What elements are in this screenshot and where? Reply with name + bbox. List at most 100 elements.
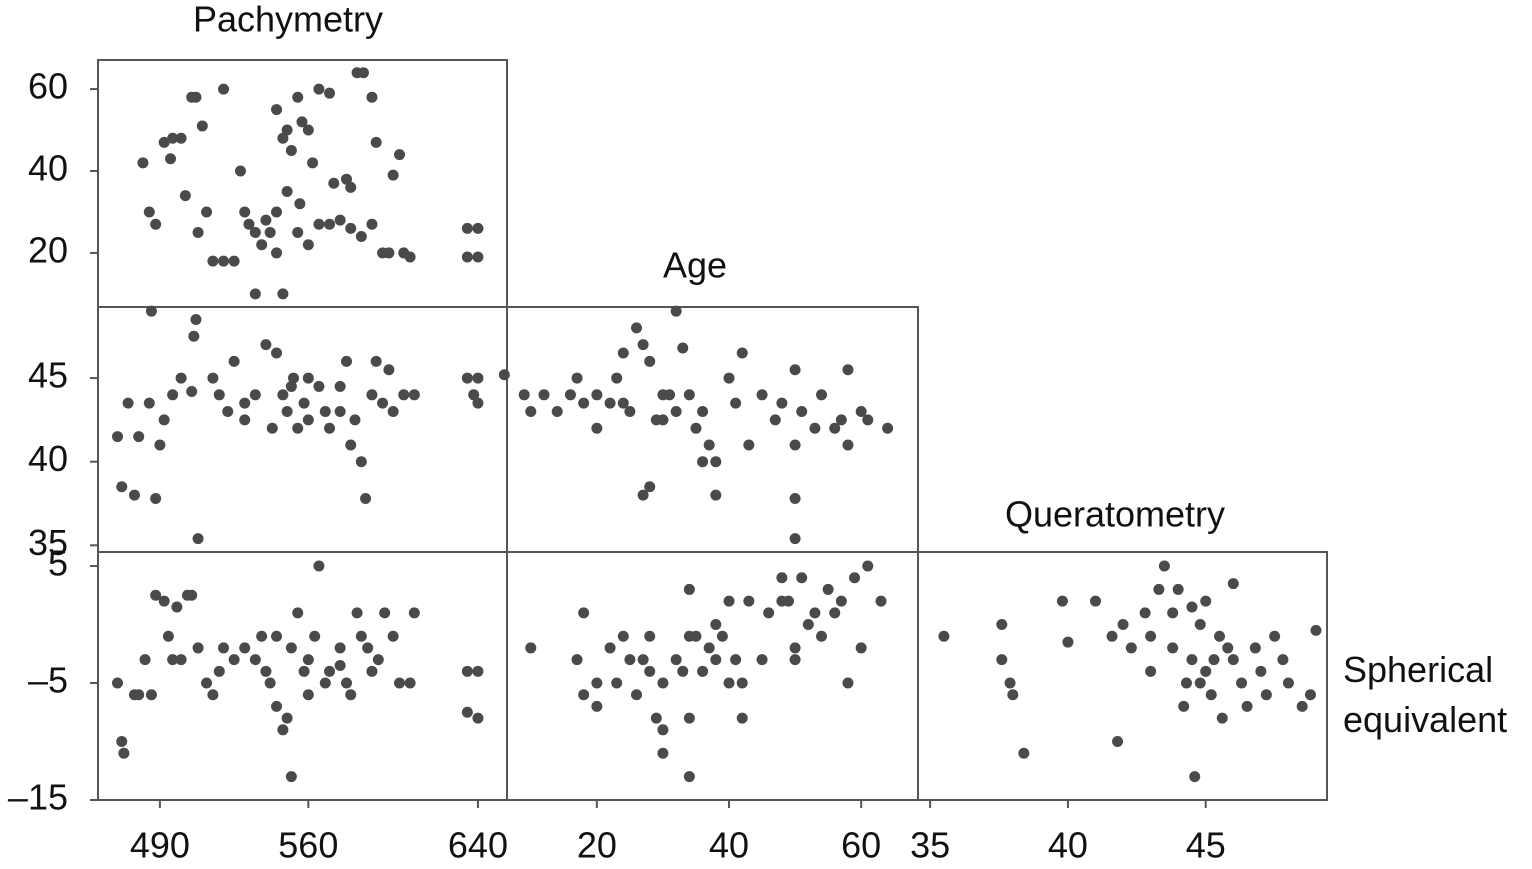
scatter-point <box>736 347 748 359</box>
scatter-point <box>1125 642 1137 654</box>
scatter-point <box>637 654 649 666</box>
scatter-point <box>1172 583 1184 595</box>
x-tick-label: 40 <box>709 825 749 866</box>
scatter-point <box>789 642 801 654</box>
scatter-point <box>319 677 331 689</box>
scatter-point <box>408 607 420 619</box>
scatter-point <box>816 389 828 401</box>
scatter-point <box>1145 630 1157 642</box>
scatter-point <box>1269 630 1281 642</box>
scatter-point <box>855 406 867 418</box>
y-tick-label: 40 <box>28 438 68 479</box>
scatter-point <box>644 481 656 493</box>
scatter-point <box>716 630 728 642</box>
scatter-point <box>571 372 583 384</box>
scatter-point <box>264 226 276 238</box>
scatter-point <box>862 560 874 572</box>
scatter-point <box>351 607 363 619</box>
scatter-point <box>736 677 748 689</box>
scatter-point <box>218 255 230 267</box>
scatter-point <box>324 87 336 99</box>
scatter-point <box>196 120 208 132</box>
scatter-point <box>404 251 416 263</box>
scatter-point <box>139 654 151 666</box>
scatter-point <box>324 665 336 677</box>
scatter-point <box>222 406 234 418</box>
scatter-point <box>789 533 801 545</box>
scatter-point <box>1208 654 1220 666</box>
scatter-point <box>743 439 755 451</box>
scatter-point <box>313 83 325 95</box>
scatter-point <box>498 369 510 381</box>
scatter-point <box>1296 700 1308 712</box>
scatter-point <box>271 347 283 359</box>
scatter-point <box>1106 630 1118 642</box>
scatter-point <box>292 226 304 238</box>
scatter-point <box>723 677 735 689</box>
scatter-point <box>302 124 314 136</box>
scatter-point <box>112 431 124 443</box>
scatter-point <box>239 642 251 654</box>
scatter-point <box>271 630 283 642</box>
scatter-point <box>578 607 590 619</box>
x-tick-label: 640 <box>448 825 508 866</box>
scatter-point <box>345 222 357 234</box>
scatter-point <box>683 389 695 401</box>
scatter-point <box>387 169 399 181</box>
scatter-point <box>538 389 550 401</box>
scatter-point <box>167 389 179 401</box>
scatter-point <box>192 226 204 238</box>
scatter-point <box>302 372 314 384</box>
scatter-point <box>377 397 389 409</box>
scatter-point <box>472 372 484 384</box>
scatter-point <box>143 397 155 409</box>
scatter-point <box>207 255 219 267</box>
scatter-point <box>281 124 293 136</box>
scatter-point <box>271 247 283 259</box>
scatter-point <box>292 607 304 619</box>
scatter-point <box>355 231 367 243</box>
scatter-point <box>218 642 230 654</box>
scatter-point <box>882 422 894 434</box>
scatter-point <box>730 654 742 666</box>
scatter-point <box>260 665 272 677</box>
scatter-point <box>158 136 170 148</box>
scatter-point <box>264 677 276 689</box>
panel-frame <box>506 306 919 553</box>
scatter-point <box>657 747 669 759</box>
scatter-point <box>1216 712 1228 724</box>
scatter-point <box>118 747 130 759</box>
scatter-point <box>162 630 174 642</box>
scatter-point <box>644 665 656 677</box>
y-tick-label: 5 <box>48 543 68 584</box>
scatter-point <box>796 406 808 418</box>
scatter-point <box>1255 665 1267 677</box>
scatter-point <box>617 397 629 409</box>
scatter-point <box>137 157 149 169</box>
scatter-point <box>736 712 748 724</box>
x-tick-label: 60 <box>841 825 881 866</box>
scatter-point <box>260 339 272 351</box>
scatter-point <box>776 572 788 584</box>
scatter-point <box>1214 630 1226 642</box>
scatter-point <box>1227 578 1239 590</box>
scatter-point <box>1189 771 1201 783</box>
scatter-point <box>319 406 331 418</box>
scatter-point <box>218 83 230 95</box>
scatter-point <box>644 630 656 642</box>
scatter-point <box>277 724 289 736</box>
scatter-point <box>154 439 166 451</box>
scatter-point <box>116 481 128 493</box>
scatter-point <box>190 314 202 326</box>
scatter-point <box>334 642 346 654</box>
variable-label: Spherical equivalent <box>1343 649 1508 740</box>
scatter-point <box>292 422 304 434</box>
scatter-point <box>345 689 357 701</box>
scatter-point <box>591 700 603 712</box>
scatter-point <box>756 389 768 401</box>
scatter-point <box>829 422 841 434</box>
scatter-point <box>175 132 187 144</box>
scatter-point <box>657 389 669 401</box>
scatter-point <box>239 414 251 426</box>
scatter-point <box>366 91 378 103</box>
